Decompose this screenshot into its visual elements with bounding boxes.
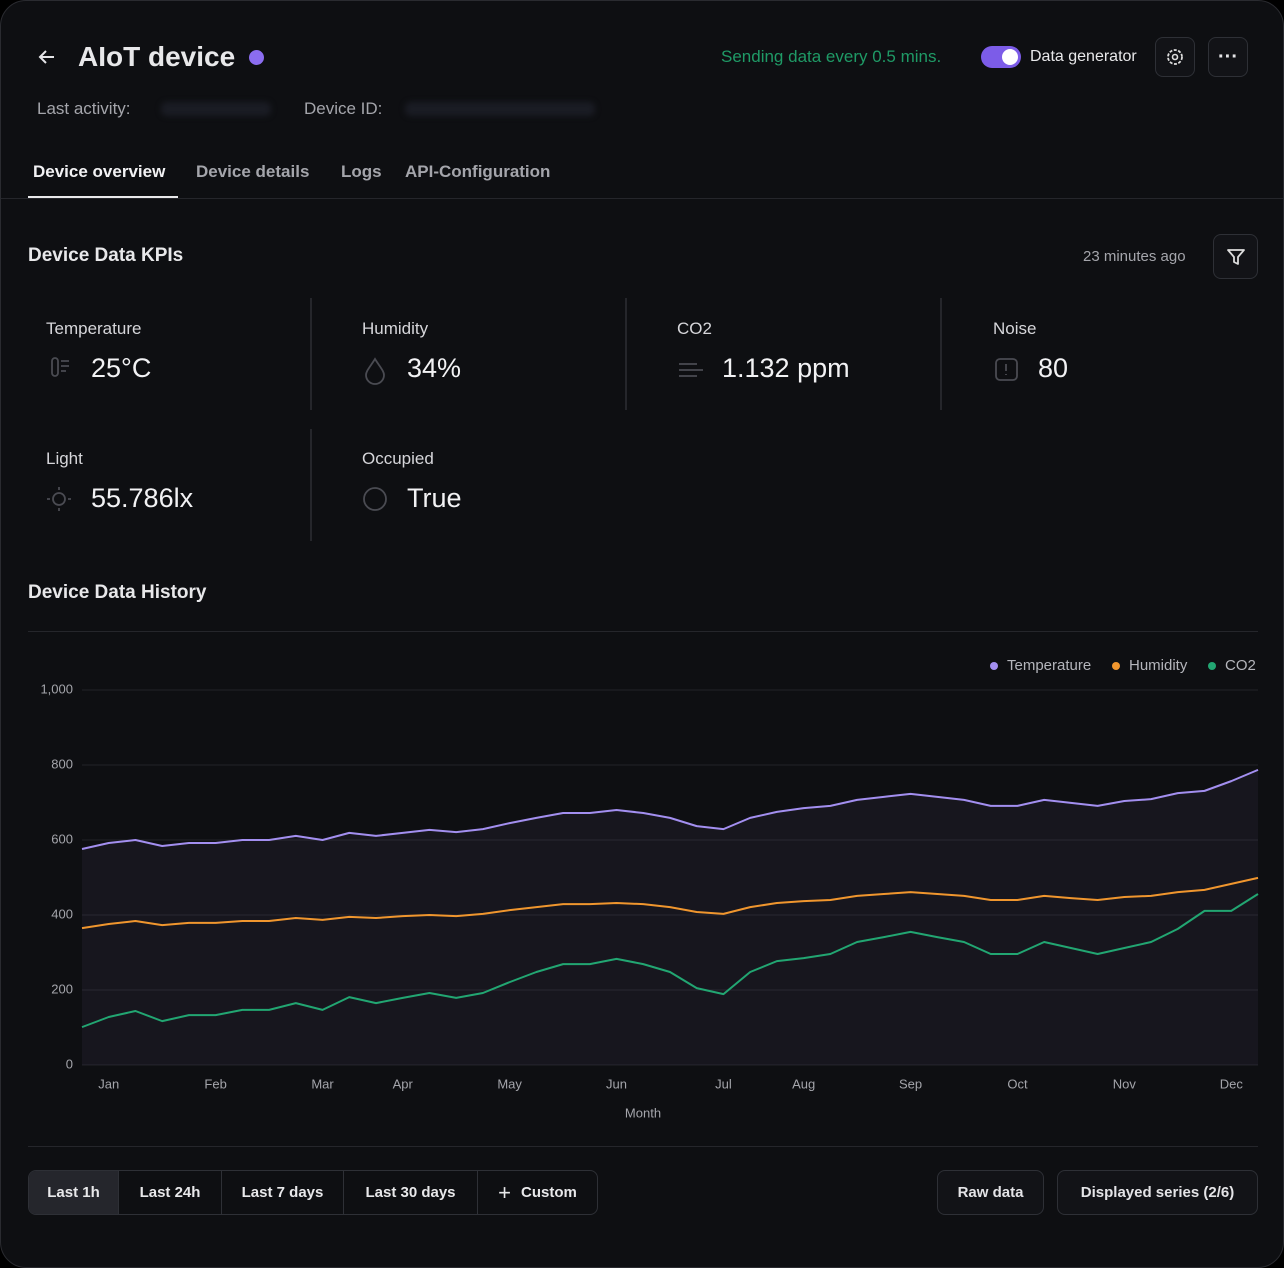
range-button[interactable]: Last 30 days <box>344 1171 478 1214</box>
divider <box>28 1146 1258 1147</box>
series-line <box>81 876 1259 930</box>
kpi-label: CO2 <box>677 319 712 338</box>
blurred-value <box>161 102 271 116</box>
blurred-value <box>405 102 595 116</box>
custom-button[interactable]: + Custom <box>498 1179 577 1205</box>
kpi-value: 55.786lx <box>91 483 194 513</box>
x-tick-label: Jun <box>606 1076 627 1091</box>
last-activity-label: Last activity: <box>37 99 131 118</box>
divider <box>310 429 312 541</box>
back-icon[interactable] <box>37 47 57 67</box>
x-tick-label: Aug <box>792 1076 815 1091</box>
range-button[interactable]: Last 1h <box>29 1171 119 1214</box>
y-tick-label: 200 <box>51 981 73 996</box>
x-tick-label: Oct <box>1007 1076 1028 1091</box>
section-title: Device Data History <box>28 582 207 603</box>
tab-indicator <box>28 196 178 198</box>
y-tick-label: 1,000 <box>40 681 73 696</box>
kpi-value: 25°C <box>91 353 152 383</box>
series-button[interactable]: Displayed series (2/6) <box>1057 1170 1258 1215</box>
area <box>82 769 1258 1065</box>
settings-button[interactable] <box>1155 37 1195 77</box>
divider <box>28 631 1258 632</box>
range-group: Last 1h Last 24h Last 7 days Last 30 day… <box>28 1170 598 1215</box>
x-tick-label: Sep <box>899 1076 922 1091</box>
legend-label: Humidity <box>1129 657 1188 674</box>
raw-data-button[interactable]: Raw data <box>937 1170 1044 1215</box>
x-tick-label: May <box>497 1076 522 1091</box>
x-tick-label: Dec <box>1220 1076 1244 1091</box>
x-tick-label: Mar <box>311 1076 334 1091</box>
toggle-label: Data generator <box>1030 48 1137 65</box>
kpi-value: True <box>407 483 462 513</box>
custom-label: Custom <box>521 1184 577 1201</box>
legend-label: Temperature <box>1007 657 1091 674</box>
divider <box>940 298 942 410</box>
section-title: Device Data KPIs <box>28 245 184 266</box>
kpi-icons <box>47 357 1018 511</box>
status-text: Sending data every 0.5 mins. <box>721 47 942 66</box>
legend-marker <box>1112 662 1120 670</box>
kpi-label: Occupied <box>362 449 434 468</box>
kpi-label: Noise <box>993 319 1037 338</box>
kpi-label: Temperature <box>46 319 142 338</box>
kpi-value: 34% <box>407 353 462 383</box>
tab[interactable]: Device overview <box>33 162 166 181</box>
toggle[interactable] <box>981 46 1021 68</box>
y-tick-label: 400 <box>51 906 73 921</box>
x-tick-label: Nov <box>1113 1076 1137 1091</box>
chart: Month 0 200 400 600 800 1,000 Jan Feb Mar Apr May J… <box>40 657 1259 1120</box>
series-line <box>81 893 1259 1029</box>
series-line <box>81 768 1259 850</box>
y-tick-label: 600 <box>51 831 73 846</box>
device-id-label: Device ID: <box>304 99 383 118</box>
kpi-label: Light <box>46 449 83 468</box>
range-button[interactable]: Last 24h <box>119 1171 222 1214</box>
x-tick-label: Feb <box>204 1076 226 1091</box>
legend-marker <box>990 662 998 670</box>
tab-divider <box>1 198 1283 199</box>
x-axis-label: Month <box>625 1105 661 1120</box>
kpi-value: 1.132 ppm <box>722 353 850 383</box>
range-button[interactable]: Last 7 days <box>222 1171 344 1214</box>
tab[interactable]: API-Configuration <box>405 162 551 181</box>
divider <box>625 298 627 410</box>
y-tick-label: 800 <box>51 756 73 771</box>
more-button[interactable]: ··· <box>1208 37 1248 77</box>
tab[interactable]: Device details <box>196 162 310 181</box>
x-tick-label: Jul <box>715 1076 732 1091</box>
kpi-label: Humidity <box>362 319 429 338</box>
x-tick-label: Jan <box>98 1076 119 1091</box>
status-dot <box>249 50 264 65</box>
legend-label: CO2 <box>1225 657 1256 674</box>
divider <box>310 298 312 410</box>
legend-marker <box>1208 662 1216 670</box>
filter-button[interactable] <box>1213 234 1258 279</box>
kpi-value: 80 <box>1038 353 1069 383</box>
y-tick-label: 0 <box>66 1056 73 1071</box>
x-tick-label: Apr <box>393 1076 414 1091</box>
device-title: AIoT device <box>78 41 236 72</box>
updated-text: 23 minutes ago <box>1083 248 1186 265</box>
tab[interactable]: Logs <box>341 162 382 181</box>
